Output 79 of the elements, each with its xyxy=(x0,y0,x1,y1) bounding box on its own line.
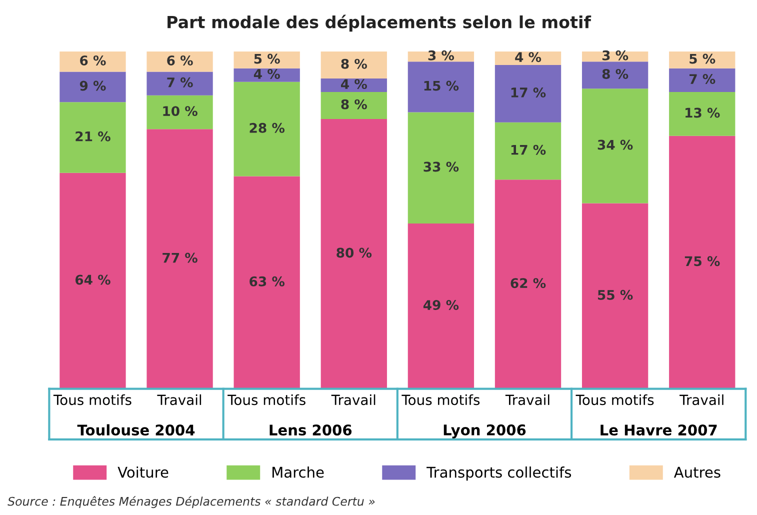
bar xyxy=(234,82,300,176)
legend-label: Voiture xyxy=(118,466,168,478)
data-label: 33 % xyxy=(424,162,459,172)
data-label: 13 % xyxy=(686,108,720,118)
data-label: 63 % xyxy=(250,276,285,286)
x-tick-label: Travail xyxy=(680,394,724,406)
bar xyxy=(408,112,474,224)
bar xyxy=(234,176,300,389)
data-label: 6 % xyxy=(167,55,193,66)
data-label: 49 % xyxy=(423,300,459,310)
bar xyxy=(494,180,562,389)
x-tick-label: Travail xyxy=(505,394,550,406)
bar xyxy=(60,102,126,173)
legend-label: Transports collectifs xyxy=(426,466,572,481)
x-tick-label: Travail xyxy=(331,394,376,406)
data-label: 80 % xyxy=(336,248,372,258)
data-label: 5 % xyxy=(690,54,716,64)
text: Le Havre 2007 xyxy=(600,424,717,436)
data-label: 7 % xyxy=(690,74,716,84)
bar xyxy=(582,62,648,89)
bar xyxy=(669,52,736,68)
bar xyxy=(582,88,648,204)
text: Lens 2006 xyxy=(270,424,352,436)
data-label: 15 % xyxy=(424,80,459,91)
data-label: 8 % xyxy=(602,68,628,79)
bar xyxy=(669,136,736,389)
bar xyxy=(320,92,387,119)
data-label: 4 % xyxy=(515,52,542,62)
bar xyxy=(146,52,213,72)
data-label: 75 % xyxy=(684,256,720,266)
data-label: 3 % xyxy=(428,50,454,60)
data-label: 7 % xyxy=(167,77,193,88)
data-label: 10 % xyxy=(163,106,198,116)
bar xyxy=(146,129,213,389)
bar xyxy=(234,52,300,68)
data-label: 9 % xyxy=(80,80,106,91)
legend-label: Autres xyxy=(674,466,720,478)
data-label: 3 % xyxy=(602,50,628,60)
text: Toulouse 2004 xyxy=(77,424,195,436)
source-note: Source : Enquêtes Ménages Déplacements « standard Certu » xyxy=(8,496,375,508)
data-label: 8 % xyxy=(341,58,367,69)
data-label: 34 % xyxy=(598,140,633,150)
data-label: 28 % xyxy=(250,122,285,133)
bar xyxy=(146,95,213,130)
data-label: 5 % xyxy=(254,54,280,64)
bar xyxy=(408,62,474,112)
bar xyxy=(60,52,126,72)
bar xyxy=(60,72,126,102)
bar xyxy=(60,172,126,389)
x-tick-label: Tous motifs xyxy=(228,394,306,406)
data-label: 64 % xyxy=(75,274,110,285)
bar xyxy=(494,122,562,180)
chart-title: Part modale des déplacements selon le motif xyxy=(168,14,592,32)
x-tick-label: Tous motifs xyxy=(576,394,654,406)
data-label: 17 % xyxy=(511,144,546,155)
legend-label: Marche xyxy=(272,466,324,478)
data-label: 55 % xyxy=(598,290,633,300)
bar xyxy=(669,92,736,136)
data-label: 77 % xyxy=(162,252,198,263)
data-label: 21 % xyxy=(76,131,110,142)
bar xyxy=(494,52,562,65)
text: Lyon 2006 xyxy=(444,424,526,438)
bar xyxy=(582,203,648,389)
bar xyxy=(320,118,387,389)
x-tick-label: Tous motifs xyxy=(53,394,132,406)
data-label: 62 % xyxy=(510,278,546,288)
bar xyxy=(320,52,387,78)
data-label: 4 % xyxy=(340,79,367,90)
bar xyxy=(494,64,562,122)
bar xyxy=(669,68,736,92)
bar xyxy=(408,224,474,389)
data-label: 4 % xyxy=(254,68,280,79)
x-tick-label: Travail xyxy=(157,394,202,406)
bar xyxy=(320,78,387,92)
data-label: 17 % xyxy=(511,88,546,98)
x-tick-label: Tous motifs xyxy=(402,394,480,406)
data-label: 6 % xyxy=(80,55,106,66)
data-label: 8 % xyxy=(341,99,367,110)
bar xyxy=(146,72,213,96)
